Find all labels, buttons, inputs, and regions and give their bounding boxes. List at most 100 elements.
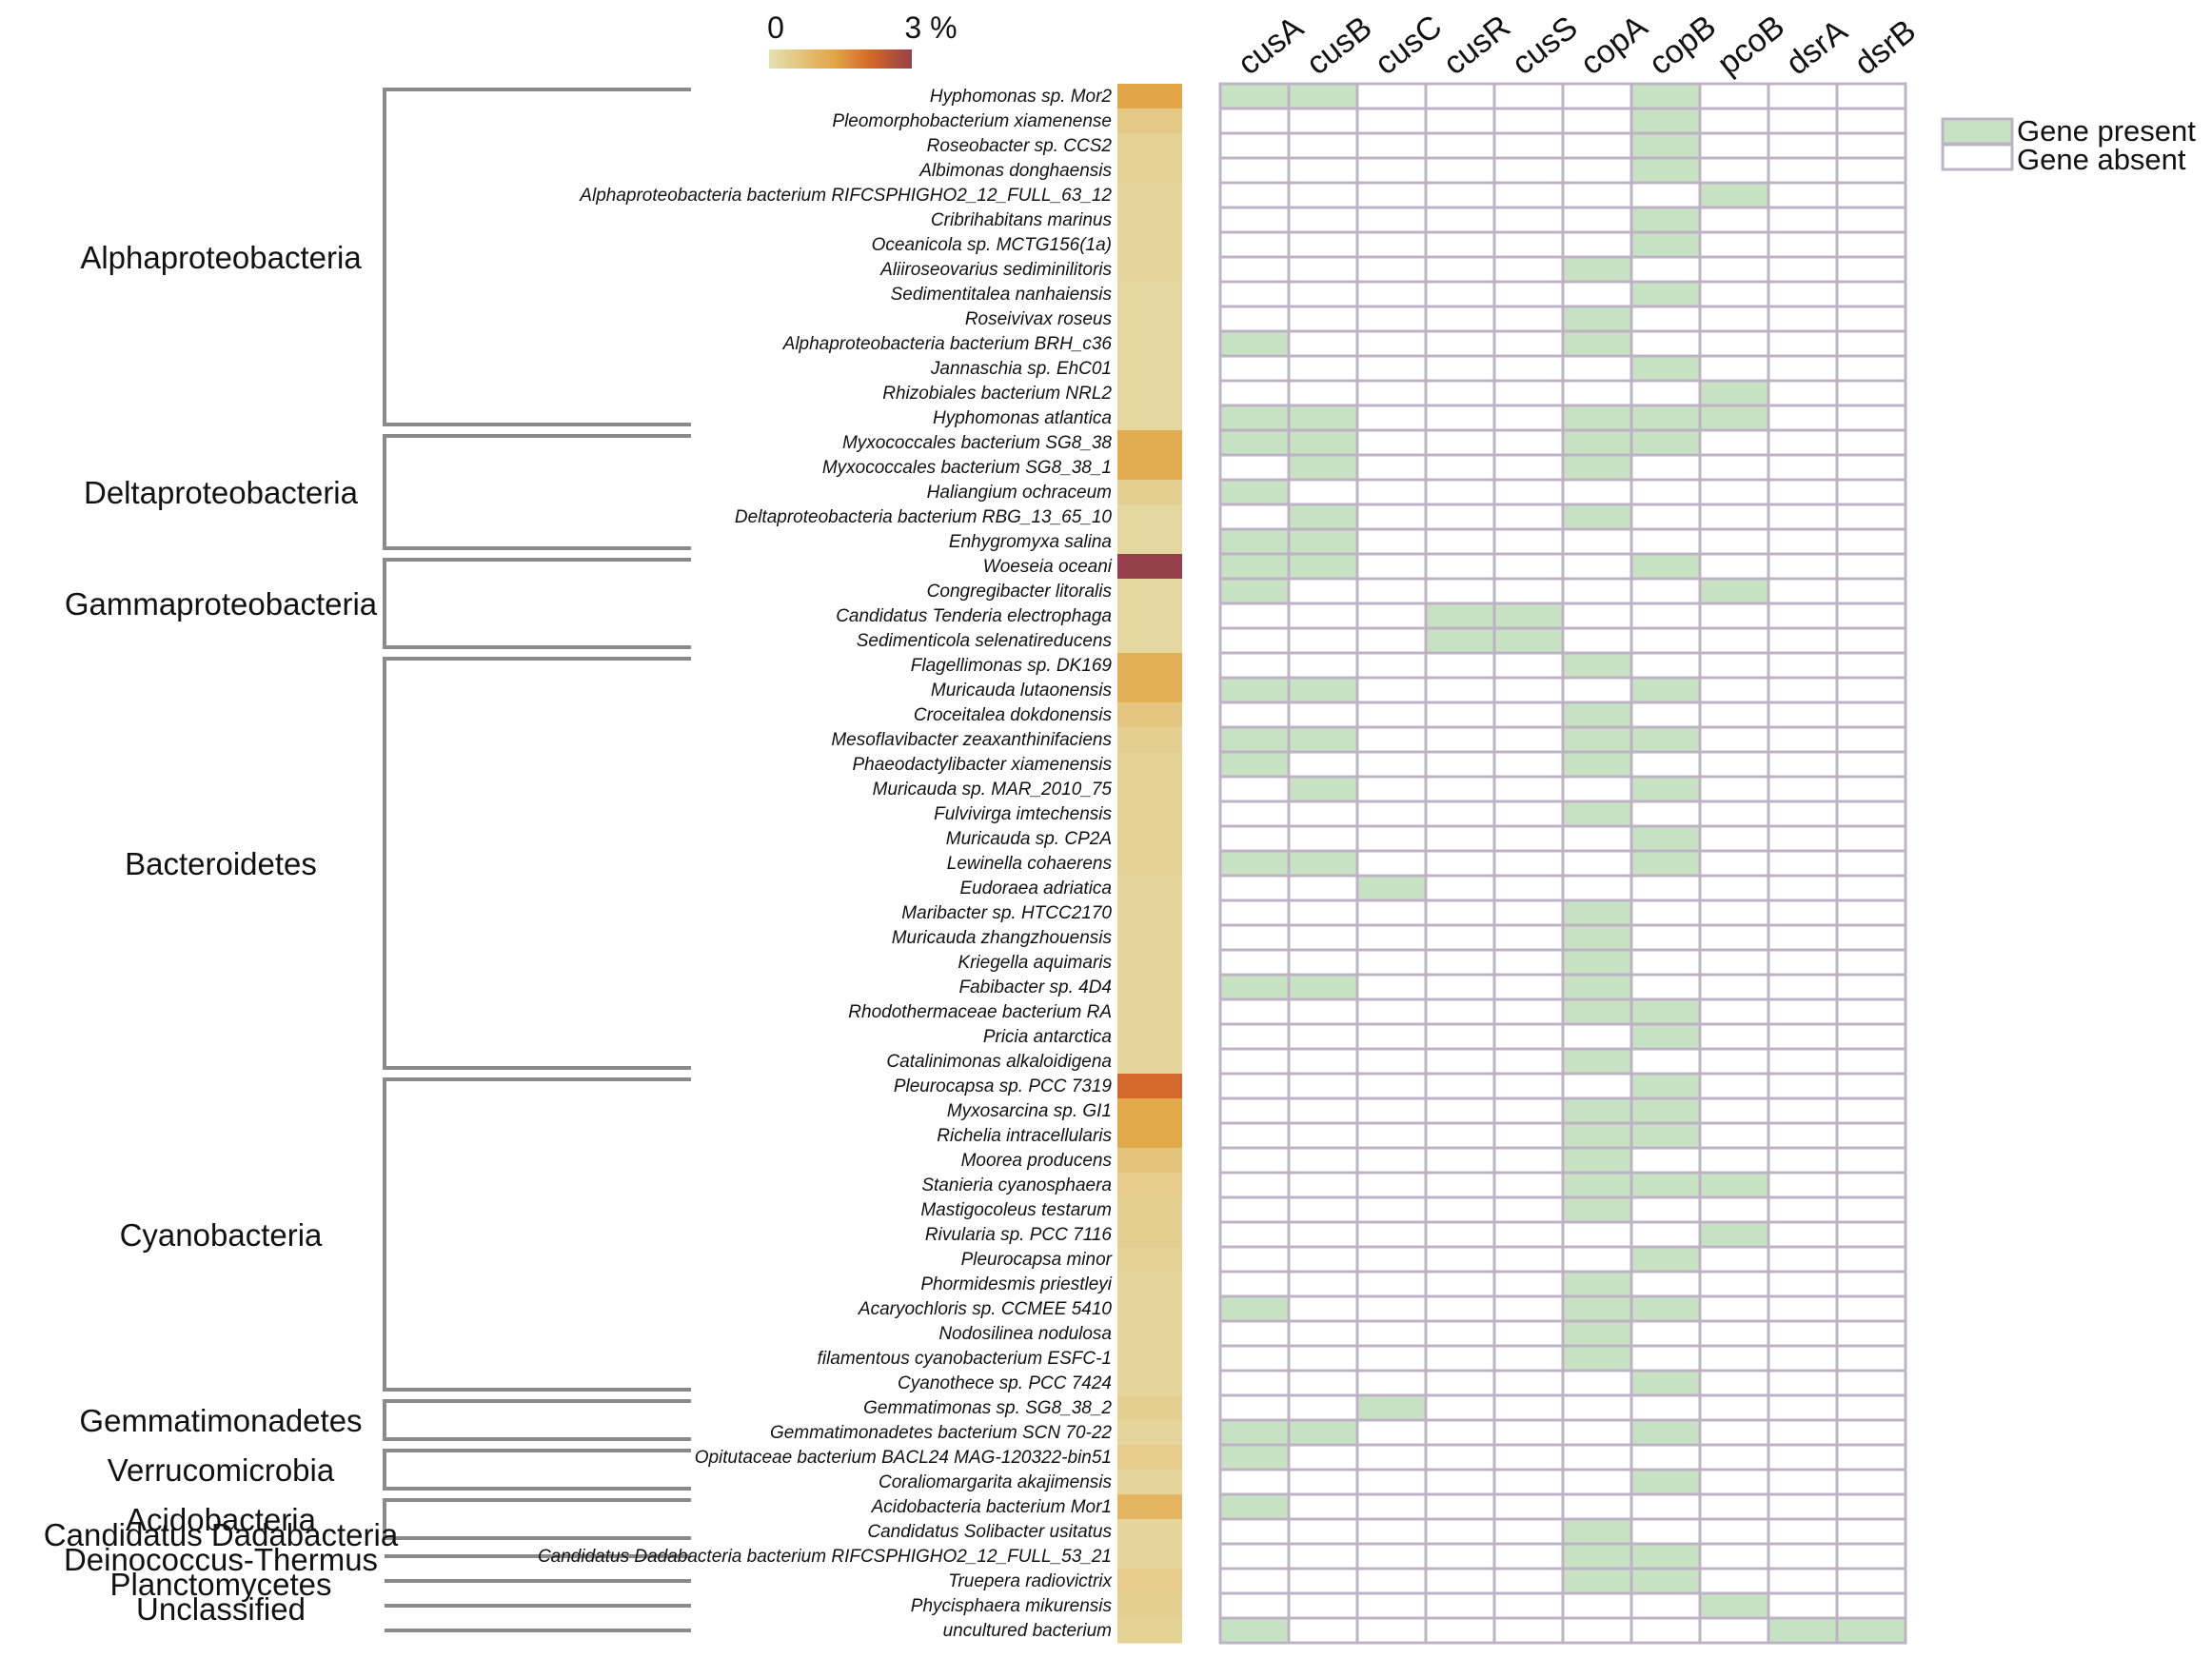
gene-cell-copB — [1629, 1096, 1702, 1125]
taxon-label-lewinella-cohaerens: Lewinella cohaerens — [947, 854, 1113, 874]
gene-cell-pcoB — [1698, 725, 1770, 754]
gene-cell-cusA — [1218, 1195, 1291, 1224]
gene-cell-pcoB — [1698, 1072, 1770, 1100]
gene-cell-copA — [1561, 1443, 1633, 1471]
group-label: Deinococcus-Thermus — [64, 1542, 378, 1577]
gene-cell-copB — [1629, 1121, 1702, 1150]
gene-cell-cusA — [1218, 1393, 1291, 1422]
gene-cell-cusA — [1218, 602, 1291, 630]
gene-cell-dsrB — [1835, 1517, 1907, 1546]
gene-header-cusA: cusA — [1232, 10, 1311, 83]
group-acidobacteria: Acidobacteria — [126, 1498, 691, 1540]
gene-cell-cusB — [1287, 82, 1359, 110]
gene-cell-cusS — [1492, 1319, 1565, 1348]
gene-cell-copB — [1629, 82, 1702, 110]
gene-cell-cusB — [1287, 1616, 1359, 1645]
gene-cell-copA — [1561, 1616, 1633, 1645]
gene-cell-dsrA — [1767, 428, 1839, 457]
taxon-label-cyanothece-sp-pcc-7424: Cyanothece sp. PCC 7424 — [898, 1373, 1112, 1393]
gene-cell-copA — [1561, 800, 1633, 828]
gene-cell-dsrA — [1767, 701, 1839, 729]
gene-cell-cusC — [1355, 676, 1428, 704]
gene-cell-copB — [1629, 404, 1702, 432]
gene-cell-dsrA — [1767, 503, 1839, 531]
gene-cell-dsrB — [1835, 577, 1907, 605]
taxon-label-hyphomonas-atlantica: Hyphomonas atlantica — [933, 408, 1112, 428]
abundance-cell — [1117, 826, 1182, 852]
gene-cell-copA — [1561, 1344, 1633, 1373]
gene-cell-dsrB — [1835, 750, 1907, 779]
abundance-color-scale: 0 3 % — [767, 10, 958, 69]
abundance-cell — [1117, 207, 1182, 233]
gene-cell-dsrB — [1835, 379, 1907, 407]
gene-cell-cusA — [1218, 453, 1291, 482]
gene-cell-cusB — [1287, 899, 1359, 927]
gene-cell-pcoB — [1698, 1294, 1770, 1323]
gene-cell-copA — [1561, 1096, 1633, 1125]
gene-cell-pcoB — [1698, 800, 1770, 828]
group-bracket — [383, 1077, 691, 1392]
gene-cell-cusC — [1355, 1492, 1428, 1521]
gene-cell-dsrB — [1835, 997, 1907, 1026]
gene-cell-cusC — [1355, 1195, 1428, 1224]
taxon-label-enhygromyxa-salina: Enhygromyxa salina — [949, 532, 1112, 552]
gene-cell-dsrB — [1835, 131, 1907, 160]
gene-cell-cusC — [1355, 1393, 1428, 1422]
gene-cell-cusS — [1492, 1146, 1565, 1175]
gene-cell-copB — [1629, 701, 1702, 729]
group-label: Candidatus Dadabacteria — [44, 1517, 399, 1552]
gene-cell-cusA — [1218, 1418, 1291, 1447]
gene-cell-cusB — [1287, 1121, 1359, 1150]
gene-cell-copB — [1629, 1517, 1702, 1546]
gene-cell-copA — [1561, 131, 1633, 160]
gene-cell-cusC — [1355, 1146, 1428, 1175]
gene-cell-cusS — [1492, 750, 1565, 779]
gene-cell-copA — [1561, 824, 1633, 853]
gene-cell-pcoB — [1698, 899, 1770, 927]
gene-cell-cusS — [1492, 626, 1565, 655]
gene-cell-dsrA — [1767, 1443, 1839, 1471]
gene-cell-pcoB — [1698, 1542, 1770, 1570]
gene-cell-cusC — [1355, 1418, 1428, 1447]
gene-cell-copA — [1561, 156, 1633, 185]
gene-cell-dsrA — [1767, 379, 1839, 407]
gene-cell-cusB — [1287, 1096, 1359, 1125]
gene-cell-copB — [1629, 1591, 1702, 1620]
gene-cell-dsrA — [1767, 602, 1839, 630]
gene-cell-dsrB — [1835, 1542, 1907, 1570]
gene-cell-cusA — [1218, 428, 1291, 457]
gene-cell-cusC — [1355, 973, 1428, 1001]
gene-cell-copB — [1629, 973, 1702, 1001]
gene-cell-cusC — [1355, 948, 1428, 977]
abundance-cell — [1117, 777, 1182, 802]
gene-cell-cusC — [1355, 1319, 1428, 1348]
gene-cell-cusB — [1287, 1270, 1359, 1298]
gene-cell-pcoB — [1698, 1022, 1770, 1051]
gene-cell-cusA — [1218, 1294, 1291, 1323]
group-bracket — [383, 657, 691, 1070]
gene-cell-cusR — [1424, 1468, 1496, 1496]
abundance-cell — [1117, 1593, 1182, 1619]
gene-cell-cusS — [1492, 997, 1565, 1026]
gene-cell-copB — [1629, 1418, 1702, 1447]
group-label: Acidobacteria — [126, 1502, 317, 1537]
taxon-label-gemmatimonas-sp-sg8-38-2: Gemmatimonas sp. SG8_38_2 — [863, 1398, 1112, 1418]
abundance-cell — [1117, 1074, 1182, 1099]
gene-cell-copB — [1629, 750, 1702, 779]
gene-cell-copB — [1629, 354, 1702, 383]
gene-cell-dsrA — [1767, 750, 1839, 779]
taxon-label-mastigocoleus-testarum: Mastigocoleus testarum — [920, 1200, 1112, 1220]
taxon-label-croceitalea-dokdonensis: Croceitalea dokdonensis — [914, 705, 1113, 725]
gene-cell-copB — [1629, 527, 1702, 556]
gene-cell-dsrA — [1767, 1270, 1839, 1298]
gene-cell-copB — [1629, 329, 1702, 358]
gene-cell-copB — [1629, 503, 1702, 531]
gene-cell-dsrB — [1835, 255, 1907, 284]
gene-cell-cusB — [1287, 577, 1359, 605]
taxon-label-sedimenticola-selenatireducens: Sedimenticola selenatireducens — [857, 631, 1113, 651]
gene-cell-cusS — [1492, 1245, 1565, 1274]
gene-cell-cusS — [1492, 1542, 1565, 1570]
gene-cell-pcoB — [1698, 329, 1770, 358]
abundance-cell — [1117, 702, 1182, 728]
abundance-cell — [1117, 529, 1182, 555]
